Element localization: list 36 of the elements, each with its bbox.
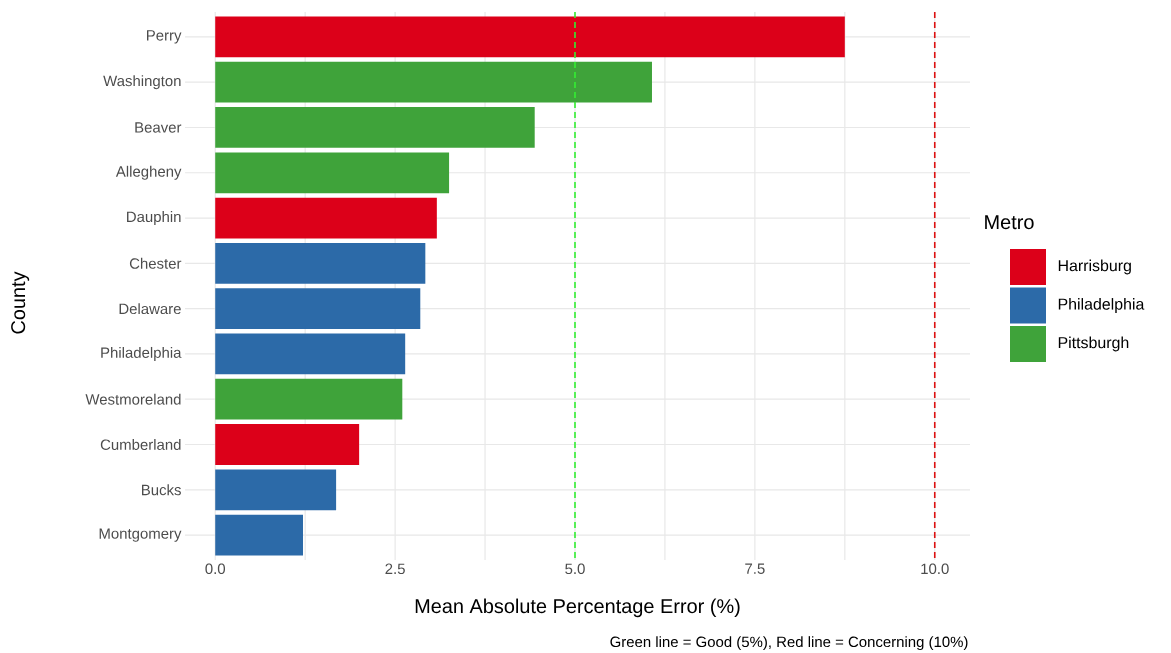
x-tick-label: 7.5 <box>745 563 765 574</box>
bar <box>215 152 450 193</box>
x-tick-label: 2.5 <box>385 563 405 574</box>
x-tick-label: 10.0 <box>921 563 949 574</box>
legend-title: Metro <box>985 215 1034 229</box>
bar <box>215 61 652 103</box>
y-tick-label: Westmoreland <box>85 393 181 405</box>
y-tick-label: Philadelphia <box>101 346 182 361</box>
x-tick-label: 0.0 <box>205 563 226 574</box>
legend-label: Harrisburg <box>1058 259 1131 275</box>
legend-label: Philadelphia <box>1058 297 1145 313</box>
y-tick-label: Allegheny <box>115 165 182 180</box>
y-tick-label: Chester <box>129 257 182 269</box>
bar <box>215 197 437 239</box>
y-tick-label: Cumberland <box>100 438 181 450</box>
bar <box>215 469 337 510</box>
y-tick-label: Montgomery <box>99 528 182 542</box>
bar <box>215 333 406 375</box>
y-tick-label: Delaware <box>119 302 181 314</box>
y-tick-label: Beaver <box>135 122 182 133</box>
bar <box>215 16 845 58</box>
bar <box>215 106 535 148</box>
x-axis-title: Mean Absolute Percentage Error (%) <box>415 598 740 617</box>
bar <box>215 288 421 329</box>
bar <box>215 514 304 556</box>
bar <box>215 423 360 465</box>
y-tick-label: Perry <box>147 30 182 44</box>
y-tick-label: Bucks <box>142 484 181 496</box>
y-axis-title: County <box>11 271 30 334</box>
bar <box>215 378 403 420</box>
x-tick-label: 5.0 <box>565 563 585 574</box>
bar <box>215 242 426 284</box>
text: Green line = Good (5%), Red line = Concerning (10%) <box>610 635 968 650</box>
legend-label: Pittsburgh <box>1058 336 1129 352</box>
y-tick-label: Washington <box>103 75 181 89</box>
y-tick-label: Dauphin <box>127 210 181 225</box>
